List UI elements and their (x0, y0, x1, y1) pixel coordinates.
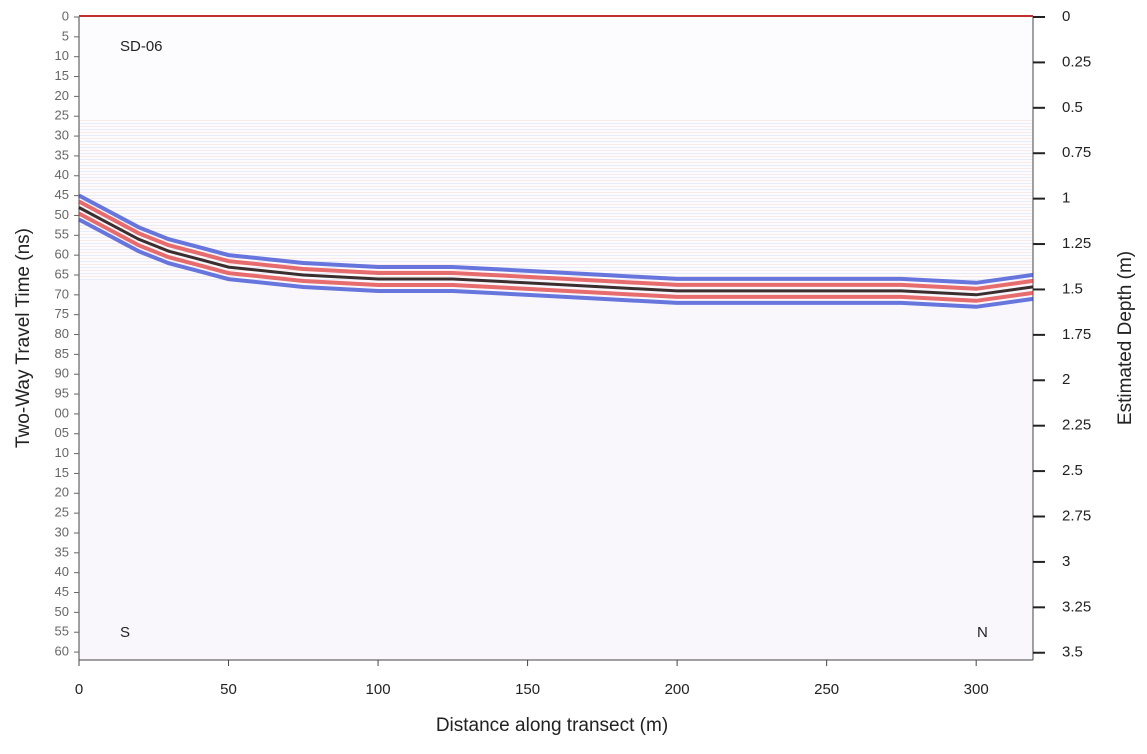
reflector-band (78, 199, 1034, 291)
x-tick-label: 0 (75, 681, 83, 698)
y2-tick-label: 0.25 (1062, 53, 1091, 70)
y-tick-label: 80 (55, 326, 69, 341)
y-tick-label: 60 (55, 643, 69, 658)
y-tick-label: 0 (62, 8, 69, 23)
x-tick-label: 100 (366, 681, 391, 698)
y-tick-label: 75 (55, 306, 69, 321)
y2-tick-label: 3 (1062, 553, 1070, 570)
y-tick-label: 40 (55, 167, 69, 182)
x-tick-label: 50 (220, 681, 237, 698)
y2-tick-label: 1.75 (1062, 326, 1091, 343)
y-tick-label: 95 (55, 386, 69, 401)
y2-tick-label: 3.5 (1062, 644, 1083, 661)
y-tick-label: 25 (55, 505, 69, 520)
y-tick-label: 85 (55, 346, 69, 361)
y-tick-label: 10 (55, 48, 69, 63)
y-tick-label: 40 (55, 564, 69, 579)
annotation: S (120, 624, 130, 641)
y-tick-label: 30 (55, 128, 69, 143)
y-tick-label: 10 (55, 445, 69, 460)
y-tick-label: 90 (55, 366, 69, 381)
y2-tick-label: 2 (1062, 371, 1070, 388)
y-tick-label: 20 (55, 88, 69, 103)
y-tick-label: 55 (55, 227, 69, 242)
reflector-band (78, 211, 1034, 303)
y-tick-label: 35 (55, 147, 69, 162)
y-tick-label: 55 (55, 624, 69, 639)
y2-tick-label: 1 (1062, 190, 1070, 207)
y2-tick-label: 2.25 (1062, 417, 1091, 434)
y-tick-label: 60 (55, 247, 69, 262)
y-tick-label: 35 (55, 544, 69, 559)
x-tick-label: 300 (964, 681, 989, 698)
background-texture (79, 280, 1033, 660)
y-tick-label: 70 (55, 286, 69, 301)
y-axis-title: Two-Way Travel Time (ns) (13, 228, 34, 448)
y2-tick-label: 2.75 (1062, 507, 1091, 524)
y-tick-label: 15 (55, 68, 69, 83)
y2-tick-label: 1.5 (1062, 280, 1083, 297)
y2-axis-title: Estimated Depth (m) (1115, 251, 1136, 425)
y2-tick-label: 2.5 (1062, 462, 1083, 479)
y2-tick-label: 0 (1062, 8, 1070, 25)
y-tick-label: 45 (55, 584, 69, 599)
y2-tick-label: 1.25 (1062, 235, 1091, 252)
x-tick-label: 150 (515, 681, 540, 698)
background-texture (79, 120, 1033, 280)
reflector-band (78, 193, 1034, 285)
y2-tick-label: 0.75 (1062, 144, 1091, 161)
y-tick-label: 25 (55, 108, 69, 123)
annotation: SD-06 (120, 38, 163, 55)
x-axis-title: Distance along transect (m) (436, 715, 668, 736)
reflector-band (78, 206, 1034, 297)
y-tick-label: 50 (55, 207, 69, 222)
x-tick-label: 200 (665, 681, 690, 698)
y2-tick-label: 3.25 (1062, 598, 1091, 615)
y-tick-label: 30 (55, 524, 69, 539)
y-tick-label: 05 (55, 425, 69, 440)
y-tick-label: 65 (55, 266, 69, 281)
reflector-band (78, 217, 1034, 309)
y-tick-label: 5 (62, 28, 69, 43)
y2-tick-label: 0.5 (1062, 99, 1083, 116)
y-tick-label: 15 (55, 465, 69, 480)
y-tick-label: 00 (55, 405, 69, 420)
x-tick-label: 250 (814, 681, 839, 698)
annotation: N (977, 624, 988, 641)
y-tick-label: 20 (55, 485, 69, 500)
y-tick-label: 45 (55, 187, 69, 202)
y-tick-label: 50 (55, 604, 69, 619)
